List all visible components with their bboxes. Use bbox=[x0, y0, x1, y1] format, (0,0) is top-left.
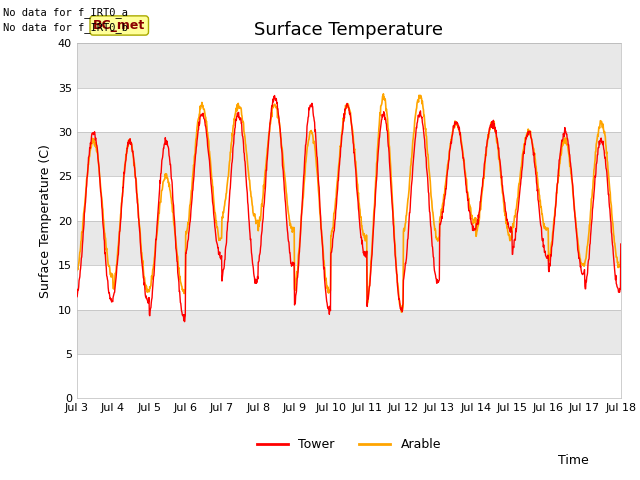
Bar bbox=[77, 176, 621, 221]
Legend: Tower, Arable: Tower, Arable bbox=[252, 433, 446, 456]
Bar bbox=[77, 354, 621, 398]
Bar bbox=[77, 87, 621, 132]
Text: No data for f_IRT0_b: No data for f_IRT0_b bbox=[3, 22, 128, 33]
Text: Time: Time bbox=[558, 454, 589, 467]
Text: BC_met: BC_met bbox=[93, 19, 145, 32]
Bar bbox=[77, 43, 621, 87]
Bar bbox=[77, 310, 621, 354]
Bar bbox=[77, 132, 621, 176]
Title: Surface Temperature: Surface Temperature bbox=[254, 21, 444, 39]
Bar bbox=[77, 221, 621, 265]
Y-axis label: Surface Temperature (C): Surface Temperature (C) bbox=[39, 144, 52, 298]
Text: No data for f_IRT0_a: No data for f_IRT0_a bbox=[3, 7, 128, 18]
Bar bbox=[77, 265, 621, 310]
